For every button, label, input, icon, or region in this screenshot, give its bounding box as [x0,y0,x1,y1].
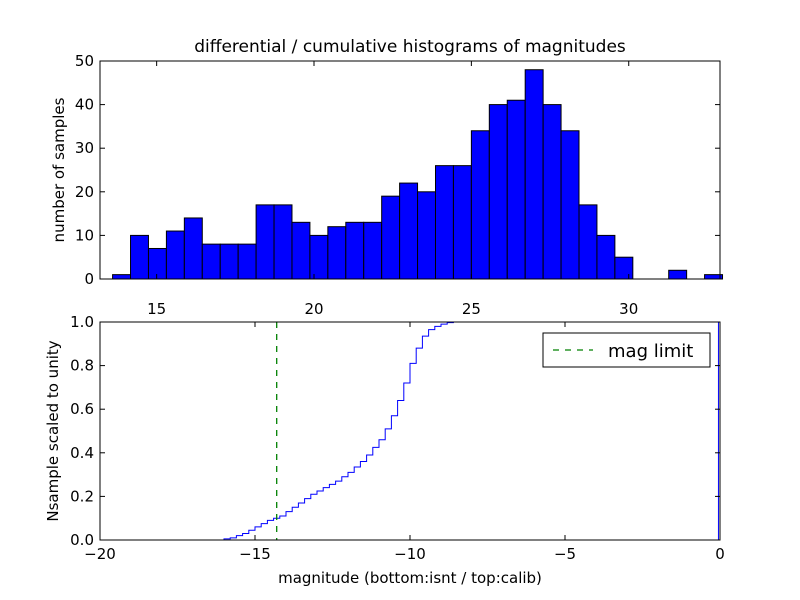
histogram-bar [363,221,383,280]
histogram-bar [488,104,508,280]
cumulative-xtick-label: −20 [84,545,116,563]
histogram-ytick-label: 20 [75,183,94,201]
histogram-bar [327,226,347,280]
histogram-bar [291,221,311,280]
histogram-bar [255,204,275,280]
cumulative-ytick-label: 0.6 [70,400,94,418]
histogram-bar [273,204,293,280]
histogram-ylabel: number of samples [50,97,68,242]
histogram-bar [345,221,365,280]
histogram-ytick-label: 30 [75,139,94,157]
histogram-bar [542,104,562,280]
chart-title: differential / cumulative histograms of … [194,37,626,57]
legend-label-mag-limit: mag limit [608,341,693,362]
cumulative-xtick-label: −5 [554,545,576,563]
histogram-xtick-label: 25 [462,300,481,318]
histogram-ytick-label: 0 [84,270,94,288]
cumulative-series [100,321,719,541]
histogram-ytick-label: 40 [75,96,94,114]
cumulative-ytick-label: 0.2 [70,487,94,505]
cumulative-ytick-label: 0.8 [70,357,94,375]
cumulative-xtick-label: −15 [239,545,271,563]
cumulative-ytick-label: 1.0 [70,313,94,331]
histogram-bar [506,99,526,280]
histogram-bar [470,130,490,280]
histogram-bar [147,247,167,280]
histogram-axes: differential / cumulative histograms of … [50,37,724,318]
histogram-xtick-label: 15 [147,300,166,318]
cumulative-xtick-label: −10 [394,545,426,563]
legend: mag limit [542,332,711,368]
cumulative-axes: −20 −15 −10 −5 0 0.0 0.2 0.4 0.6 0.8 1.0 magnitude… [44,313,725,587]
histogram-ticks: 15 20 25 30 0 10 20 30 40 50 [75,52,720,318]
cumulative-ylabel: Nsample scaled to unity [44,340,62,521]
histogram-bar [112,274,132,280]
histogram-bar [596,234,616,280]
histogram-bar [578,204,598,280]
histogram-ytick-label: 10 [75,226,94,244]
histogram-bar [183,217,203,280]
cumulative-ytick-label: 0.4 [70,444,94,462]
histogram-bar [668,269,688,280]
cumulative-ticks: −20 −15 −10 −5 0 0.0 0.2 0.4 0.6 0.8 1.0 [70,313,725,563]
cumulative-xtick-label: 0 [715,545,725,563]
histogram-bar [165,230,185,280]
histogram-bars [112,69,724,280]
histogram-bar [309,234,329,280]
histogram-bar [417,191,436,280]
histogram-frame [99,60,721,280]
cumulative-ytick-label: 0.0 [70,531,94,549]
histogram-bar [560,130,580,280]
cumulative-step-line [100,321,719,541]
histogram-bar [201,243,221,280]
histogram-bar [219,243,239,280]
histogram-bar [452,165,472,280]
histogram-bar [614,256,634,280]
histogram-bar [399,182,419,280]
histogram-bar [237,243,257,280]
cumulative-frame [99,321,721,541]
histogram-bar [381,195,401,280]
histogram-ytick-label: 50 [75,52,94,70]
histogram-bar [434,165,454,280]
histogram-bar [130,234,149,280]
histogram-bar [524,69,544,280]
cumulative-xlabel: magnitude (bottom:isnt / top:calib) [278,569,542,587]
histogram-xtick-label: 30 [619,300,638,318]
histogram-xtick-label: 20 [304,300,323,318]
